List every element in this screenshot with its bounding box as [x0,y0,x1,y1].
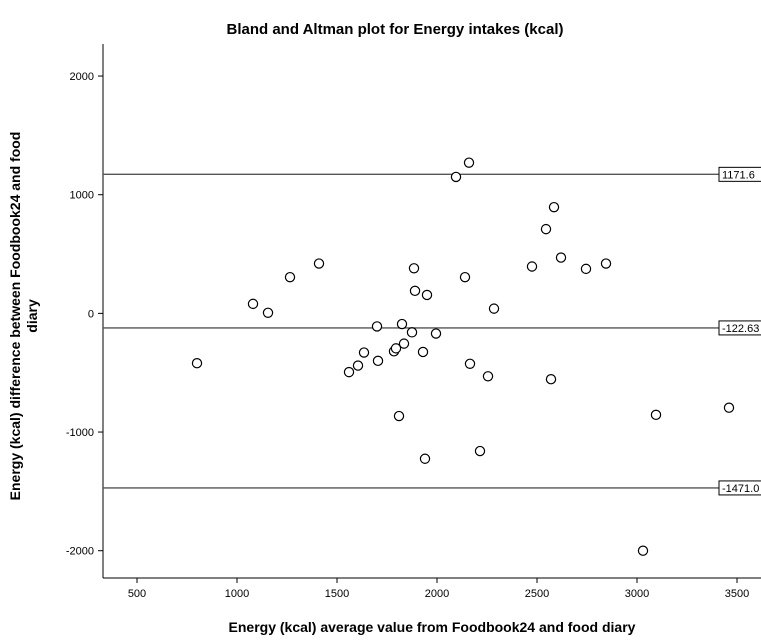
y-tick-label--2000: -2000 [66,546,94,558]
data-point-7 [352,360,364,371]
reference-label-box-1 [718,166,761,182]
data-point-2 [247,298,259,310]
data-point-9 [371,321,383,332]
data-point-5 [313,258,325,269]
data-point-30 [526,261,538,272]
y-tick-label--1000: -1000 [66,427,94,439]
data-point-14 [396,318,408,330]
data-point-12 [390,343,402,354]
data-point-19 [417,346,429,358]
reference-label-2: -122.63 [722,323,759,335]
data-point-16 [406,327,418,338]
data-point-4 [284,271,296,283]
data-point-37 [637,545,649,556]
data-point-29 [488,303,500,314]
data-point-23 [450,171,462,183]
data-point-15 [398,338,410,349]
data-point-10 [372,355,384,367]
reference-label-box-3 [718,480,761,496]
data-point-6 [343,366,355,378]
x-tick-label-1500: 1500 [325,588,349,600]
data-point-36 [600,258,612,269]
data-point-3 [262,307,274,318]
y-axis-label: Energy (kcal) difference between Foodboo… [7,132,40,501]
data-point-27 [474,445,486,457]
data-point-17 [408,263,420,274]
data-point-8 [358,347,370,358]
data-point-24 [459,271,471,283]
data-point-38 [650,409,662,421]
reference-label-box-2 [718,320,761,336]
chart-title: Bland and Altman plot for Energy intakes… [226,21,563,38]
y-axis-label-line-1: Energy (kcal) difference between Foodboo… [7,132,23,501]
y-axis-label-line-2: diary [24,299,40,333]
data-point-28 [482,371,494,382]
y-tick-label-0: 0 [88,308,94,320]
data-point-22 [430,328,442,339]
x-tick-label-500: 500 [128,588,146,600]
plot-area: 500 1000 1500 2000 2500 3000 3500 -2000 -1000 0 10… [66,44,761,600]
x-tick-label-1000: 1000 [225,588,249,600]
data-point-35 [580,263,592,275]
data-point-25 [463,157,475,168]
data-point-33 [548,201,560,213]
data-point-21 [421,289,433,301]
reference-label-1: 1171.6 [722,169,755,181]
data-point-13 [393,410,405,422]
data-point-39 [723,402,735,413]
x-tick-label-3000: 3000 [625,588,649,600]
data-point-26 [464,358,476,370]
data-point-1 [191,358,203,369]
data-point-34 [555,252,567,263]
data-point-20 [419,453,431,464]
data-point-32 [545,374,557,385]
x-tick-label-2000: 2000 [425,588,449,600]
y-tick-label-2000: 2000 [70,71,94,83]
data-point-31 [540,223,552,235]
x-tick-label-3500: 3500 [725,588,749,600]
x-tick-label-2500: 2500 [525,588,549,600]
data-point-18 [409,285,421,297]
y-tick-label-1000: 1000 [70,190,94,202]
reference-label-3: -1471.0 [722,483,759,495]
x-axis-label: Energy (kcal) average value from Foodboo… [229,619,636,635]
